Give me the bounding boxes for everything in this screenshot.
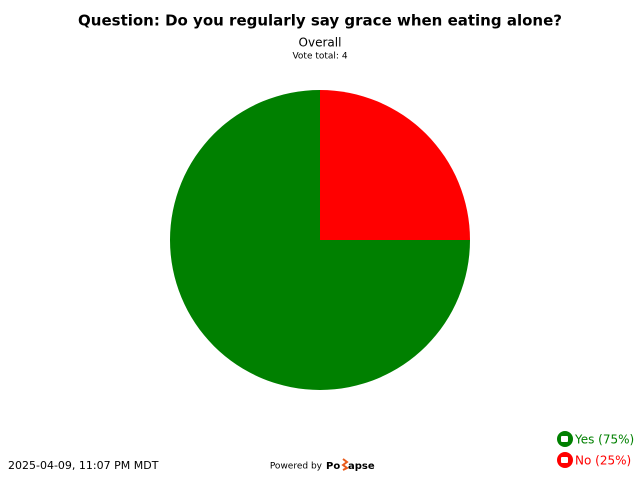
vote-total: Vote total: 4: [292, 52, 347, 62]
chart-subtitle: Overall: [299, 36, 342, 50]
timestamp: 2025-04-09, 11:07 PM MDT: [8, 459, 159, 472]
legend-icon-thumb: [561, 457, 568, 463]
brand-icon: [341, 458, 349, 471]
powered-by: Powered by: [270, 462, 323, 472]
chart-title: Question: Do you regularly say grace whe…: [78, 12, 562, 30]
brand-end: apse: [348, 461, 375, 472]
legend-label: Yes (75%): [574, 433, 634, 447]
pie-slice: [320, 90, 470, 240]
legend-label: No (25%): [575, 454, 631, 468]
brand-start: Po: [326, 461, 340, 472]
legend-icon-thumb: [561, 436, 568, 442]
